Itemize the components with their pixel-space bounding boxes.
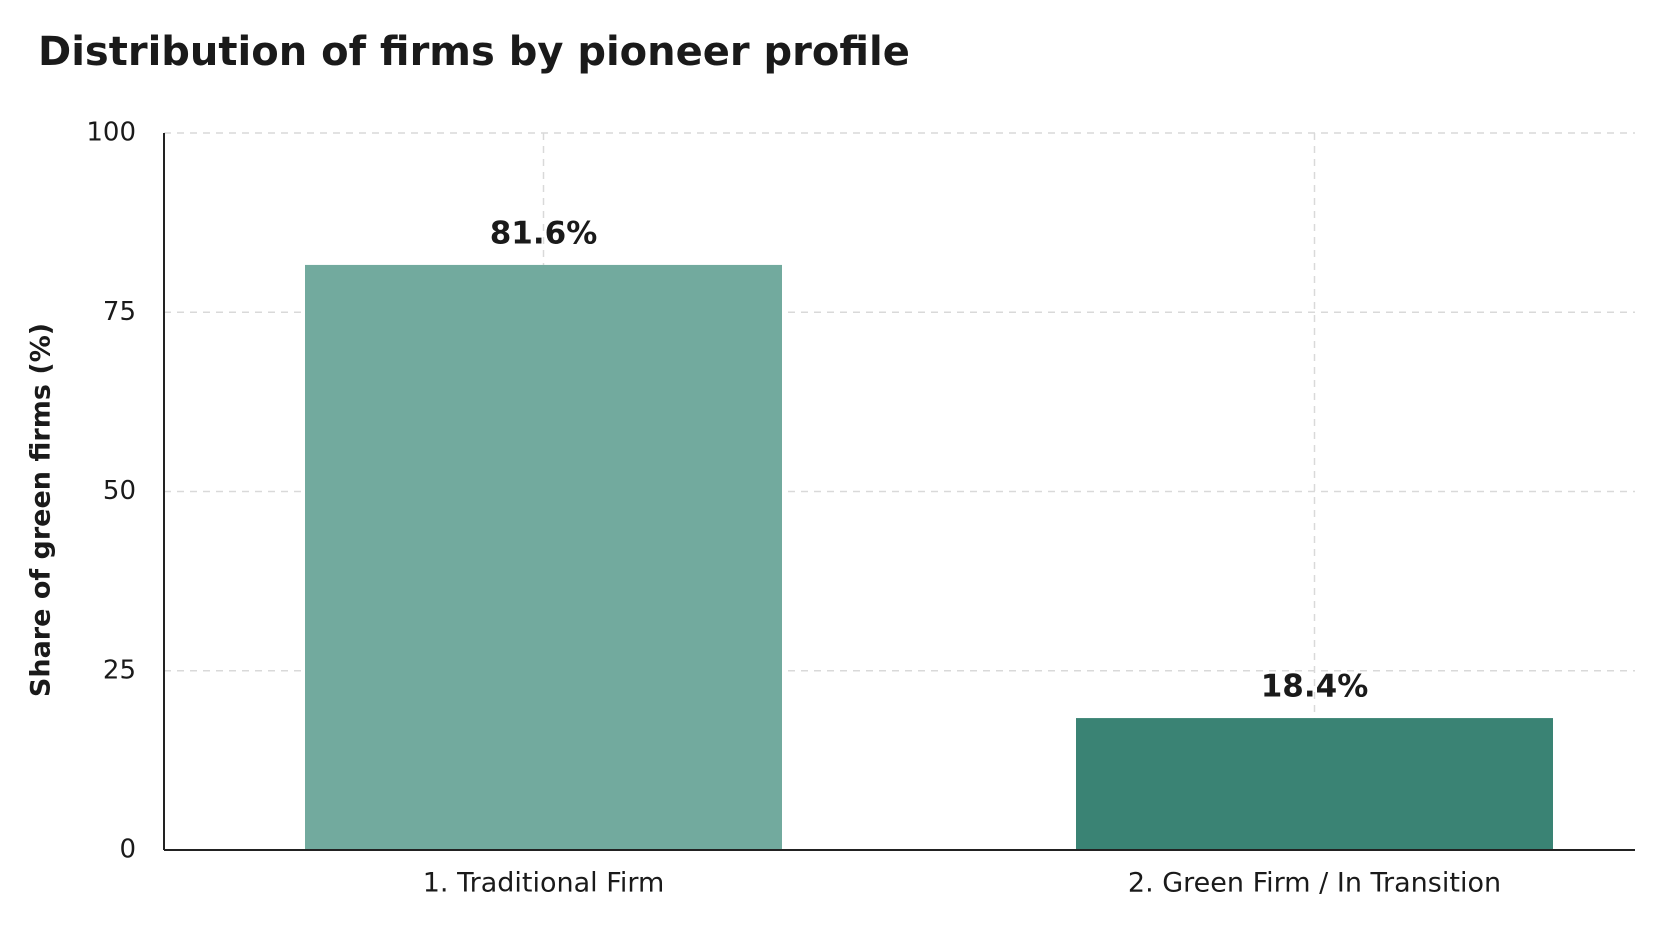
bar (305, 264, 782, 851)
x-tick-label: 2. Green Firm / In Transition (1128, 868, 1501, 899)
value-label: 81.6% (490, 215, 598, 251)
x-tick-label: 1. Traditional Firm (423, 868, 665, 899)
y-tick-label: 25 (103, 655, 136, 685)
value-label: 18.4% (1261, 669, 1369, 705)
y-tick-label: 50 (103, 476, 136, 506)
y-tick-label: 0 (119, 835, 136, 865)
y-axis-label: Share of green firms (%) (26, 323, 57, 697)
bar (1076, 718, 1553, 850)
chart-title: Distribution of firms by pioneer profile (38, 29, 910, 75)
y-tick-label: 100 (86, 118, 136, 148)
y-tick-label: 75 (103, 297, 136, 327)
